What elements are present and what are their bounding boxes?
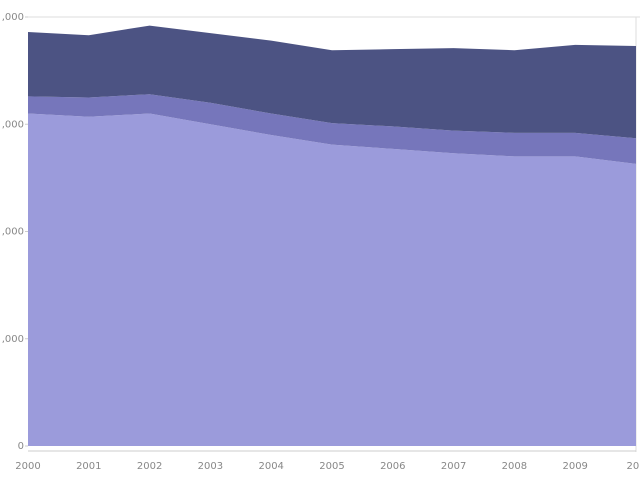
x-tick-label: 2006 (380, 461, 405, 472)
y-tick-label: ,000 (2, 119, 24, 130)
x-tick-label: 2002 (137, 461, 162, 472)
x-tick-label: 2003 (198, 461, 223, 472)
x-tick-label: 2000 (15, 461, 40, 472)
area (28, 113, 636, 447)
x-tick-label: 2005 (319, 461, 344, 472)
x-tick-label: 2009 (562, 461, 587, 472)
y-tick-label: ,000 (2, 227, 24, 238)
x-tick-label: 201 (626, 461, 640, 472)
y-tick-label: 0 (18, 441, 24, 452)
x-tick-label: 2001 (76, 461, 101, 472)
y-tick-label: ,000 (2, 334, 24, 345)
x-tick-label: 2008 (502, 461, 527, 472)
x-tick-label: 2004 (258, 461, 283, 472)
area (28, 25, 636, 139)
x-tick-label: 2007 (441, 461, 466, 472)
area (28, 94, 636, 164)
y-tick-label: ,000 (2, 12, 24, 23)
